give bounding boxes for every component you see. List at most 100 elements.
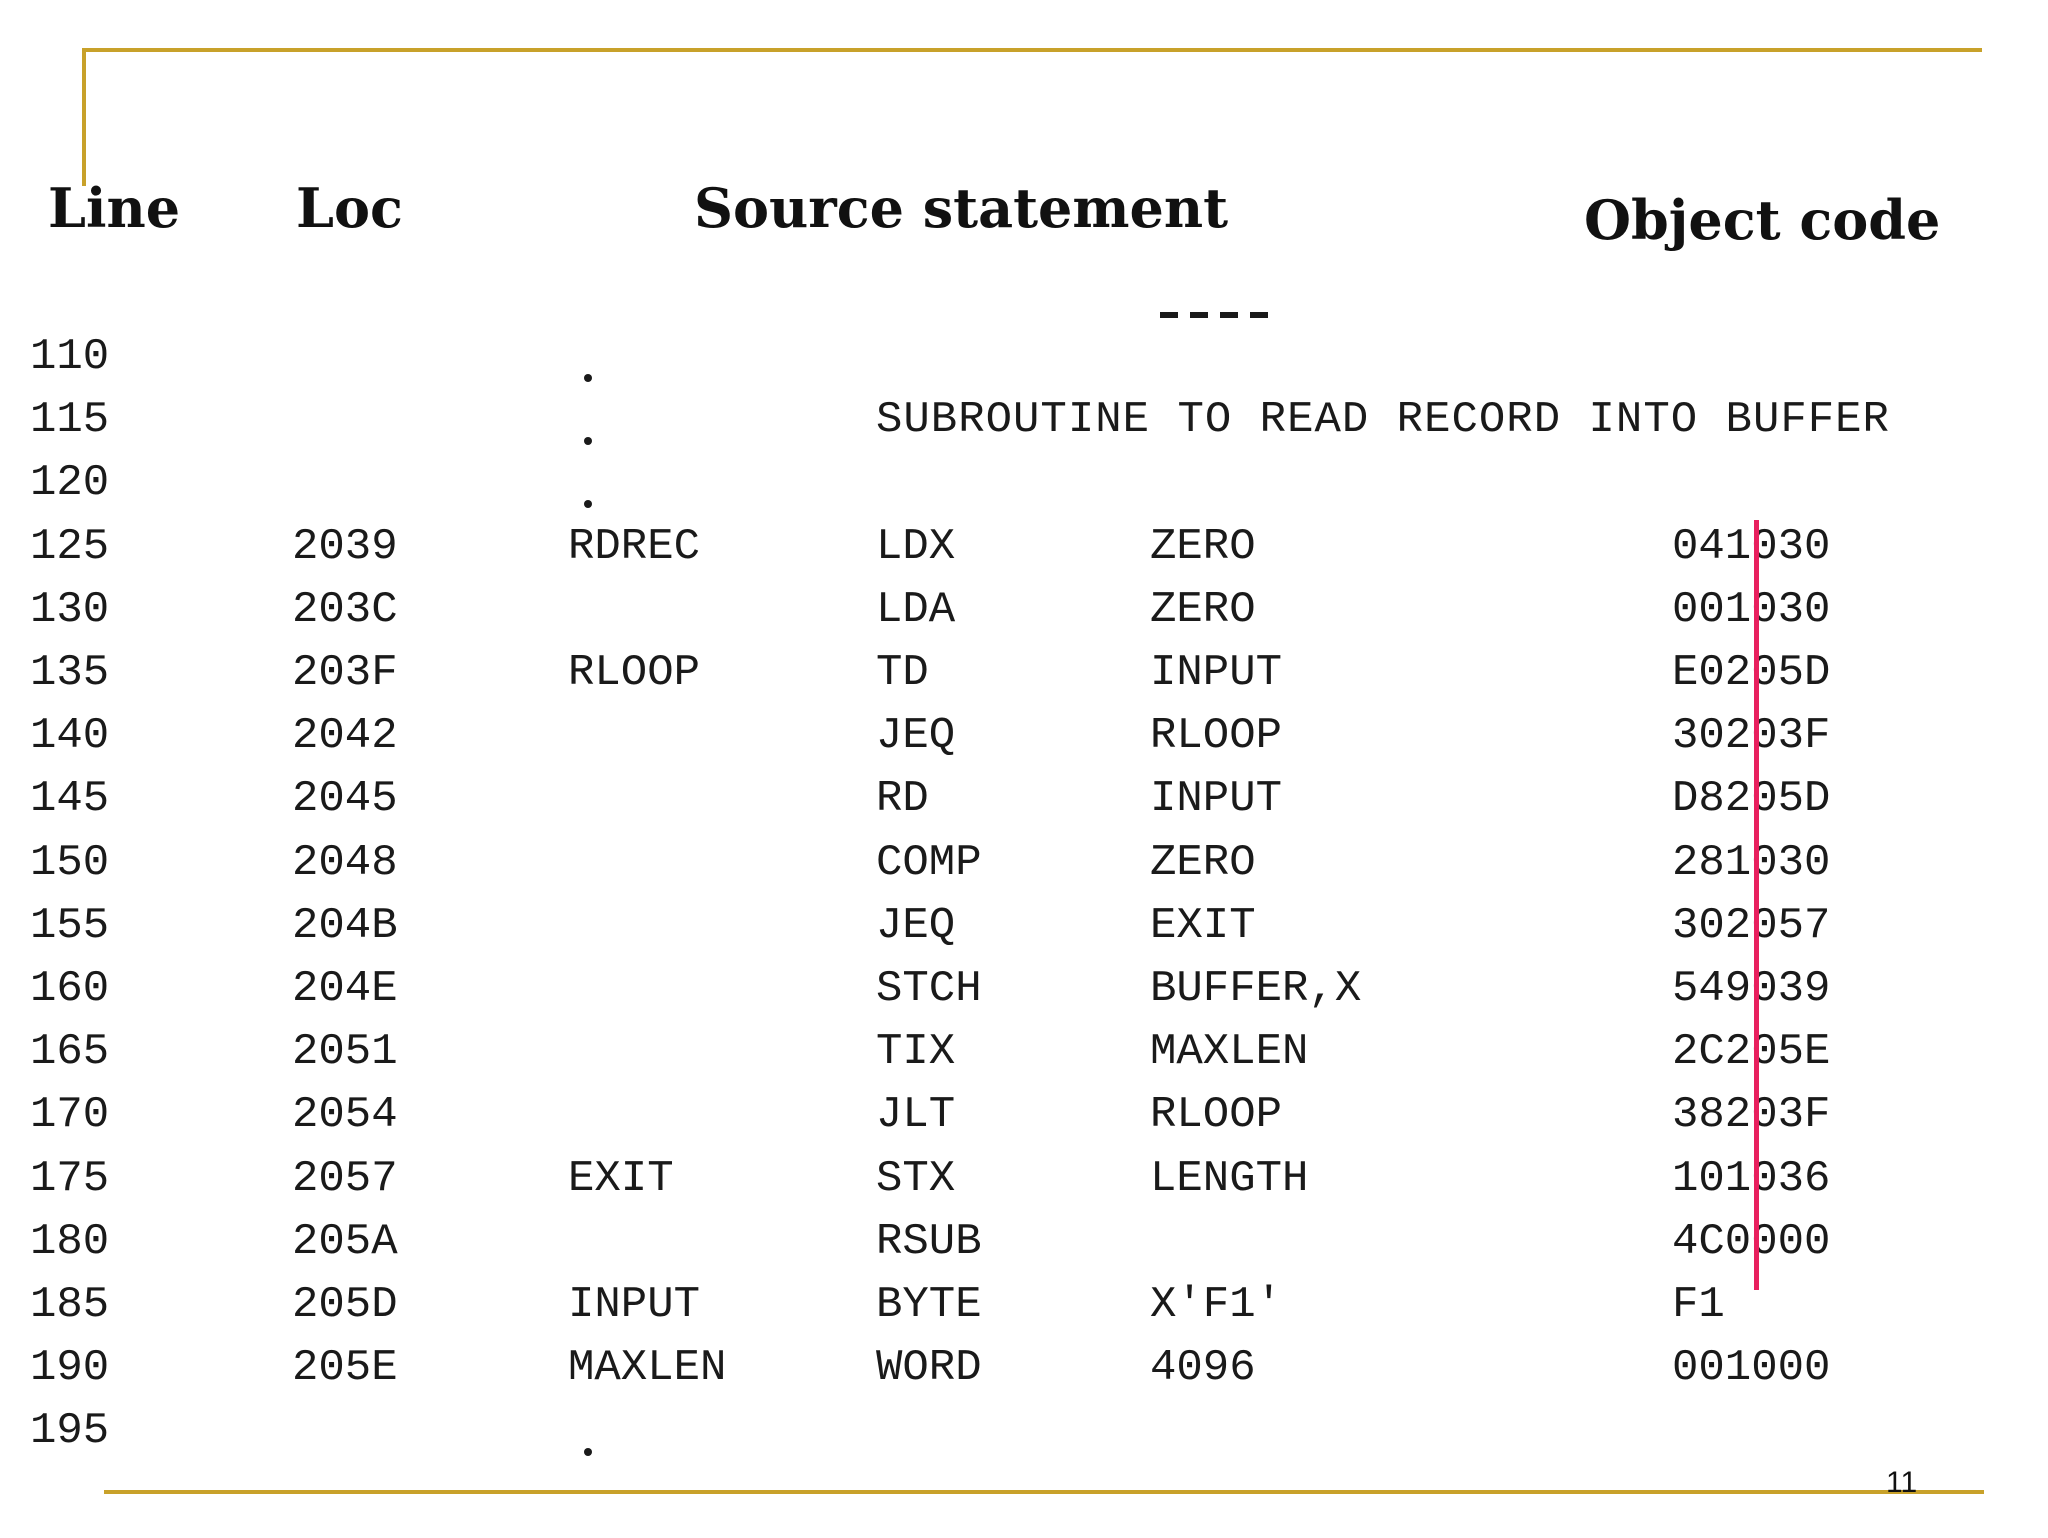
object-code: E0205D — [1672, 648, 1831, 698]
source-opcode: RSUB — [876, 1217, 982, 1267]
line-number: 170 — [30, 1090, 110, 1140]
source-opcode: LDA — [876, 585, 956, 635]
source-operand: MAXLEN — [1150, 1027, 1309, 1077]
object-code: 101036 — [1672, 1154, 1831, 1204]
source-operand: X'F1' — [1150, 1280, 1283, 1330]
table-row: 120 — [0, 452, 2048, 514]
comment-dot — [584, 437, 592, 445]
source-operand: ZERO — [1150, 585, 1256, 635]
location-counter: 203C — [292, 585, 398, 635]
location-counter: 204B — [292, 901, 398, 951]
table-row: 190 205E MAXLEN WORD 4096 001000 — [0, 1337, 2048, 1399]
source-operand: INPUT — [1150, 774, 1283, 824]
line-number: 190 — [30, 1343, 110, 1393]
location-counter: 2051 — [292, 1027, 398, 1077]
location-counter: 204E — [292, 964, 398, 1014]
page-number: 11 — [1886, 1466, 1918, 1499]
line-number: 110 — [30, 332, 110, 382]
line-number: 130 — [30, 585, 110, 635]
table-row: 115 SUBROUTINE TO READ RECORD INTO BUFFER — [0, 389, 2048, 451]
header-object-code: Object code — [1584, 188, 1941, 252]
location-counter: 2039 — [292, 522, 398, 572]
comment-text: SUBROUTINE TO READ RECORD INTO BUFFER — [876, 395, 1890, 445]
table-row: 170 2054 JLT RLOOP 38203F — [0, 1084, 2048, 1146]
source-opcode: JEQ — [876, 711, 956, 761]
line-number: 175 — [30, 1154, 110, 1204]
source-operand: 4096 — [1150, 1343, 1256, 1393]
location-counter: 2054 — [292, 1090, 398, 1140]
location-counter: 2048 — [292, 838, 398, 888]
table-row: 155 204B JEQ EXIT 302057 — [0, 895, 2048, 957]
comment-dot — [584, 374, 592, 382]
table-row: 180 205A RSUB 4C0000 — [0, 1211, 2048, 1273]
location-counter: 2045 — [292, 774, 398, 824]
line-number: 120 — [30, 458, 110, 508]
left-corner-rule — [82, 48, 86, 186]
source-label: RDREC — [568, 522, 701, 572]
source-opcode: JEQ — [876, 901, 956, 951]
line-number: 155 — [30, 901, 110, 951]
table-row: 185 205D INPUT BYTE X'F1' F1 — [0, 1274, 2048, 1336]
source-operand: LENGTH — [1150, 1154, 1309, 1204]
comment-dot — [584, 1448, 592, 1456]
line-number: 135 — [30, 648, 110, 698]
object-code-marker-line — [1754, 520, 1759, 1290]
source-opcode: STX — [876, 1154, 956, 1204]
source-label: EXIT — [568, 1154, 674, 1204]
source-operand: ZERO — [1150, 838, 1256, 888]
source-opcode: TIX — [876, 1027, 956, 1077]
object-code: D8205D — [1672, 774, 1831, 824]
source-operand: RLOOP — [1150, 1090, 1283, 1140]
table-row: 110 — [0, 326, 2048, 388]
table-row: 145 2045 RD INPUT D8205D — [0, 768, 2048, 830]
cutoff-text-remnant — [1160, 312, 1270, 318]
table-row: 140 2042 JEQ RLOOP 30203F — [0, 705, 2048, 767]
table-row: 160 204E STCH BUFFER,X 549039 — [0, 958, 2048, 1020]
source-operand: RLOOP — [1150, 711, 1283, 761]
bottom-rule — [104, 1490, 1984, 1494]
object-code: 549039 — [1672, 964, 1831, 1014]
location-counter: 205E — [292, 1343, 398, 1393]
source-opcode: JLT — [876, 1090, 956, 1140]
table-row: 195 — [0, 1400, 2048, 1462]
header-source-statement: Source statement — [694, 176, 1229, 240]
source-opcode: TD — [876, 648, 929, 698]
location-counter: 2042 — [292, 711, 398, 761]
table-row: 130 203C LDA ZERO 001030 — [0, 579, 2048, 641]
object-code: 4C0000 — [1672, 1217, 1831, 1267]
table-row: 165 2051 TIX MAXLEN 2C205E — [0, 1021, 2048, 1083]
line-number: 125 — [30, 522, 110, 572]
source-opcode: COMP — [876, 838, 982, 888]
source-operand: BUFFER,X — [1150, 964, 1362, 1014]
object-code: 38203F — [1672, 1090, 1831, 1140]
source-operand: EXIT — [1150, 901, 1256, 951]
object-code: 302057 — [1672, 901, 1831, 951]
table-row: 125 2039 RDREC LDX ZERO 041030 — [0, 516, 2048, 578]
object-code: 001000 — [1672, 1343, 1831, 1393]
line-number: 185 — [30, 1280, 110, 1330]
object-code: 001030 — [1672, 585, 1831, 635]
source-label: INPUT — [568, 1280, 701, 1330]
table-row: 150 2048 COMP ZERO 281030 — [0, 832, 2048, 894]
object-code: 30203F — [1672, 711, 1831, 761]
line-number: 115 — [30, 395, 110, 445]
object-code: F1 — [1672, 1280, 1725, 1330]
line-number: 145 — [30, 774, 110, 824]
source-label: RLOOP — [568, 648, 701, 698]
line-number: 165 — [30, 1027, 110, 1077]
location-counter: 205D — [292, 1280, 398, 1330]
source-label: MAXLEN — [568, 1343, 727, 1393]
source-operand: INPUT — [1150, 648, 1283, 698]
top-rule — [82, 48, 1982, 52]
line-number: 150 — [30, 838, 110, 888]
object-code: 2C205E — [1672, 1027, 1831, 1077]
location-counter: 203F — [292, 648, 398, 698]
line-number: 140 — [30, 711, 110, 761]
source-opcode: LDX — [876, 522, 956, 572]
table-row: 135 203F RLOOP TD INPUT E0205D — [0, 642, 2048, 704]
location-counter: 2057 — [292, 1154, 398, 1204]
header-line: Line — [48, 176, 181, 240]
line-number: 180 — [30, 1217, 110, 1267]
object-code: 281030 — [1672, 838, 1831, 888]
